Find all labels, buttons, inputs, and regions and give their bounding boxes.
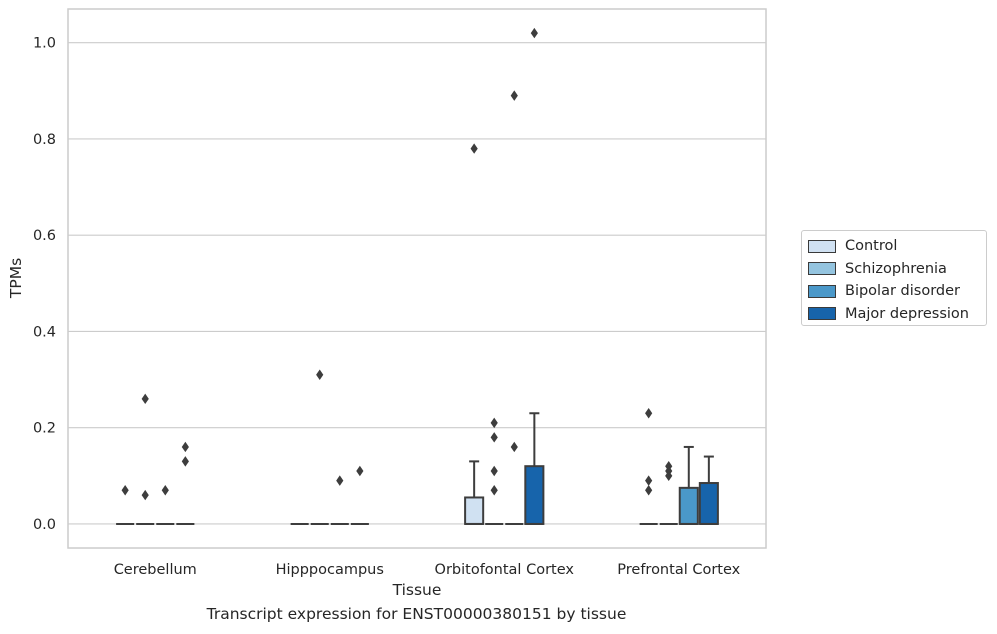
outlier-point	[181, 441, 189, 453]
box-body	[698, 482, 719, 525]
outlier-point	[665, 470, 673, 482]
y-tick-labels: 0.0 0.2 0.4 0.6 0.8 1.0	[33, 36, 56, 533]
legend-item-control: Control	[808, 235, 986, 258]
outlier-point	[356, 465, 364, 477]
box-3-2	[678, 445, 699, 525]
y-tick-label: 1.0	[33, 36, 56, 52]
box-0-2	[156, 485, 175, 525]
y-tick-label: 0.0	[33, 517, 56, 533]
box-3-0	[639, 408, 658, 525]
y-tick-label: 0.4	[33, 324, 56, 340]
y-axis-title: TPMs	[7, 258, 25, 299]
box-body	[464, 496, 485, 525]
legend-swatch	[808, 307, 836, 321]
outlier-point	[141, 489, 149, 501]
x-tick-label: Hipppocampus	[276, 562, 384, 578]
box-1-1	[310, 369, 329, 525]
y-tick-label: 0.8	[33, 132, 56, 148]
box-body	[678, 486, 699, 525]
outlier-point	[490, 465, 498, 477]
outlier-point	[645, 485, 653, 496]
outlier-point	[490, 432, 498, 443]
box-body	[524, 465, 545, 525]
legend-label: Major depression	[845, 305, 969, 322]
legend-item-schizophrenia: Schizophrenia	[808, 258, 986, 281]
box-0-1	[136, 393, 155, 525]
box-2-0	[464, 143, 485, 525]
legend-label: Control	[845, 238, 898, 255]
outlier-point	[470, 143, 478, 154]
outlier-point	[490, 485, 498, 496]
legend-swatch	[808, 284, 836, 298]
outlier-point	[510, 90, 518, 101]
legend-item-major-depression: Major depression	[808, 303, 986, 326]
x-tick-label: Prefrontal Cortex	[617, 562, 740, 578]
legend: Control Schizophrenia Bipolar disorder M…	[801, 230, 987, 326]
outlier-point	[161, 485, 169, 496]
chart-caption: Transcript expression for ENST0000038015…	[206, 605, 627, 623]
box-3-3	[698, 455, 719, 525]
legend-item-bipolar-disorder: Bipolar disorder	[808, 280, 986, 303]
box-3-1	[659, 460, 678, 525]
boxes	[116, 27, 719, 525]
x-tick-labels: Cerebellum Hipppocampus Orbitofontal Corte…	[114, 562, 741, 578]
y-tick-label: 0.6	[33, 228, 56, 244]
box-1-3	[350, 465, 369, 525]
box-2-1	[485, 417, 504, 525]
legend-label: Bipolar disorder	[845, 283, 960, 300]
outlier-point	[510, 441, 518, 453]
plot-frame	[67, 8, 767, 549]
x-tick-label: Cerebellum	[114, 562, 197, 578]
outlier-point	[141, 393, 149, 405]
box-0-0	[116, 485, 135, 525]
legend-swatch	[808, 239, 836, 253]
box-2-2	[505, 90, 524, 525]
outlier-point	[181, 456, 189, 467]
outlier-point	[336, 475, 344, 486]
x-axis-title: Tissue	[392, 581, 442, 599]
outlier-point	[645, 475, 653, 486]
gridlines	[68, 42, 766, 525]
outlier-point	[316, 369, 324, 380]
box-2-3	[524, 27, 545, 525]
legend-swatch	[808, 262, 836, 276]
x-tick-label: Orbitofontal Cortex	[435, 562, 575, 578]
outlier-point	[645, 408, 653, 419]
outlier-point	[530, 27, 538, 39]
legend-label: Schizophrenia	[845, 260, 947, 277]
box-1-2	[330, 475, 349, 525]
box-0-3	[176, 441, 195, 525]
outlier-point	[490, 417, 498, 429]
outlier-point	[121, 485, 129, 496]
y-tick-label: 0.2	[33, 421, 56, 437]
